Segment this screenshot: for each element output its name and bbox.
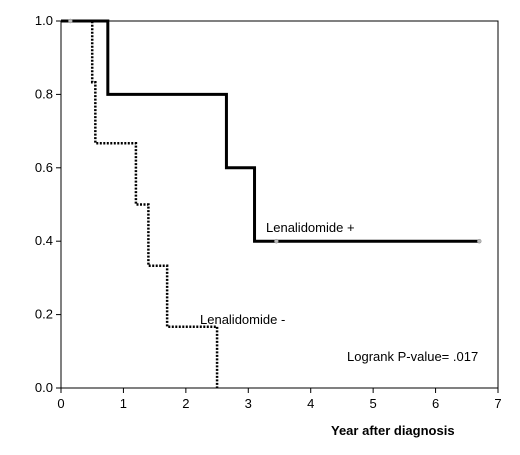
x-tick-label: 4	[307, 396, 314, 411]
x-axis-label: Year after diagnosis	[331, 423, 455, 438]
y-tick-label: 1.0	[35, 13, 53, 28]
y-tick-label: 0.4	[35, 233, 53, 248]
censor-marks	[68, 18, 482, 244]
axes: 0.0 0.2 0.4 0.6 0.8 1.0 0 1 2 3 4 5 6 7	[35, 13, 502, 411]
censor-mark	[68, 18, 73, 24]
x-tick-label: 3	[245, 396, 252, 411]
series-label-lenalidomide-plus: Lenalidomide +	[266, 220, 355, 235]
censor-mark	[274, 238, 279, 244]
x-tick-label: 2	[182, 396, 189, 411]
series-layer	[61, 19, 480, 388]
x-tick-label: 7	[494, 396, 501, 411]
x-tick-label: 6	[432, 396, 439, 411]
y-tick-label: 0.8	[35, 86, 53, 101]
y-tick-label: 0.0	[35, 380, 53, 395]
y-tick-label: 0.2	[35, 307, 53, 322]
series-line-lenalidomide-plus	[61, 19, 480, 243]
y-tick-label: 0.6	[35, 160, 53, 175]
series-label-lenalidomide-minus: Lenalidomide -	[200, 312, 285, 327]
logrank-annotation: Logrank P-value= .017	[347, 349, 478, 364]
censor-mark	[477, 238, 482, 244]
x-tick-label: 1	[120, 396, 127, 411]
series-line-lenalidomide-minus	[61, 19, 219, 388]
x-tick-label: 0	[57, 396, 64, 411]
plot-frame	[60, 20, 499, 389]
x-tick-label: 5	[370, 396, 377, 411]
